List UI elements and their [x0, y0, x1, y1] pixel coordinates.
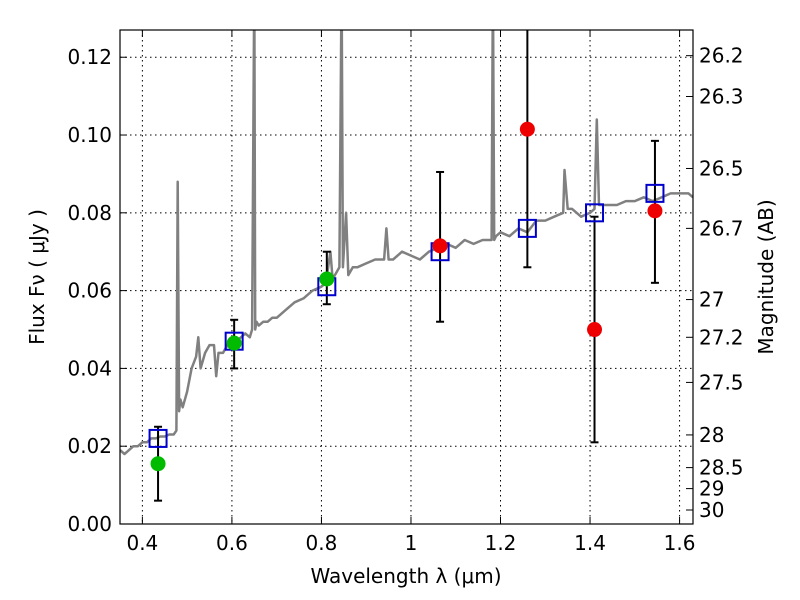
- y-axis-right-label: Magnitude (AB): [754, 199, 778, 354]
- y-tick-label: 0.08: [67, 201, 112, 225]
- y-tick-label: 0.06: [67, 279, 112, 303]
- red-data-point: [519, 121, 535, 137]
- x-tick-label: 1.4: [574, 531, 606, 555]
- synthetic-photometry-marker: [148, 428, 168, 448]
- green-data-point: [150, 456, 166, 472]
- y-tick-label: 0.12: [67, 45, 112, 69]
- x-tick-label: 0.8: [306, 531, 338, 555]
- x-tick-label: 1.2: [485, 531, 517, 555]
- y-axis-label: Flux Fν ( μJy ): [25, 209, 49, 345]
- right-tick-label: 26.5: [699, 156, 744, 180]
- red-data-point: [647, 203, 663, 219]
- right-tick-label: 26.7: [699, 216, 744, 240]
- x-tick-label: 1: [405, 531, 418, 555]
- x-axis-label: Wavelength λ (μm): [310, 564, 501, 588]
- tick-labels: 0.4 0.6 0.8 1 1.2 1.4 1.6 0.00 0.02 0.04 0.06 0.08 0…: [67, 44, 743, 555]
- right-tick-label: 29: [699, 477, 724, 501]
- right-tick-label: 28: [699, 423, 724, 447]
- y-tick-label: 0.10: [67, 123, 112, 147]
- green-data-point: [226, 335, 242, 351]
- right-tick-label: 27: [699, 288, 724, 312]
- right-tick-label: 30: [699, 498, 724, 522]
- ticks: [120, 30, 693, 525]
- plot-area: [120, 30, 693, 524]
- series-layer: [120, 30, 693, 502]
- spectrum-line: [120, 30, 693, 456]
- y-tick-label: 0.00: [67, 512, 112, 536]
- x-tick-label: 0.6: [216, 531, 248, 555]
- x-tick-label: 1.6: [664, 531, 696, 555]
- right-tick-label: 26.2: [699, 44, 744, 68]
- right-tick-label: 27.5: [699, 370, 744, 394]
- right-tick-label: 27.2: [699, 325, 744, 349]
- green-data-point: [319, 271, 335, 287]
- synthetic-photometry-marker: [645, 183, 665, 203]
- x-tick-label: 0.4: [126, 531, 158, 555]
- y-tick-label: 0.02: [67, 434, 112, 458]
- red-data-point: [587, 322, 603, 338]
- synthetic-photometry-marker: [585, 203, 605, 223]
- plot-frame: [119, 29, 694, 525]
- right-tick-label: 28.5: [699, 456, 744, 480]
- y-tick-label: 0.04: [67, 356, 112, 380]
- right-tick-label: 26.3: [699, 85, 744, 109]
- synthetic-photometry-marker: [517, 218, 537, 238]
- red-data-point: [432, 238, 448, 254]
